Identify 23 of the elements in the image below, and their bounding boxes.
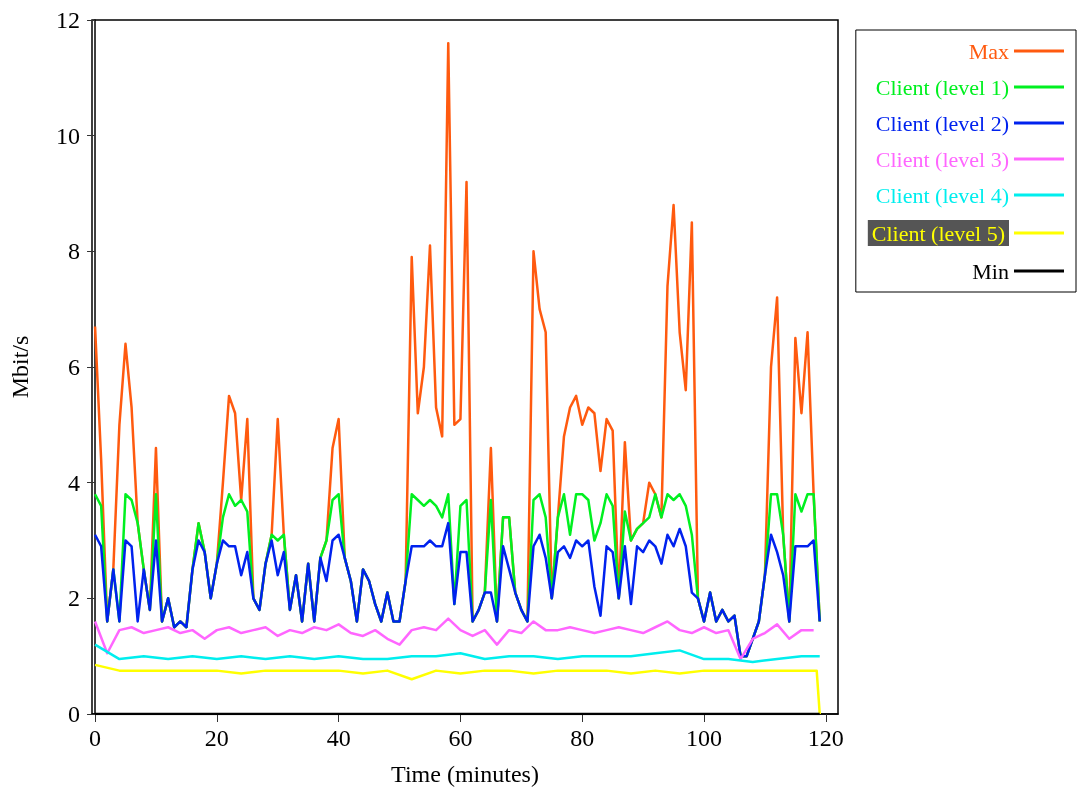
- x-axis-title: Time (minutes): [391, 761, 539, 787]
- x-tick-label: 80: [570, 725, 595, 751]
- legend-label: Min: [972, 258, 1009, 284]
- y-tick-label: 2: [68, 585, 80, 612]
- legend-label: Max: [968, 38, 1009, 64]
- x-tick-label: 120: [807, 725, 844, 751]
- legend-label: Client (level 3): [875, 146, 1009, 172]
- legend-label: Client (level 4): [875, 182, 1009, 208]
- x-tick-label: 40: [326, 725, 351, 751]
- legend-label: Client (level 5): [871, 220, 1005, 246]
- x-tick-label: 20: [204, 725, 229, 751]
- x-tick-label: 60: [448, 725, 473, 751]
- y-tick-label: 4: [68, 469, 80, 496]
- y-tick-label: 0: [68, 701, 80, 727]
- y-tick-label: 12: [56, 7, 80, 33]
- x-tick-label: 0: [89, 725, 102, 751]
- legend-label: Client (level 1): [875, 74, 1009, 100]
- x-tick-label: 100: [686, 725, 723, 751]
- legend-label: Client (level 2): [875, 110, 1009, 136]
- y-tick-label: 10: [56, 122, 80, 149]
- y-axis-title: Mbit/s: [7, 335, 33, 399]
- y-tick-label: 6: [68, 354, 80, 380]
- y-tick-label: 8: [68, 238, 80, 265]
